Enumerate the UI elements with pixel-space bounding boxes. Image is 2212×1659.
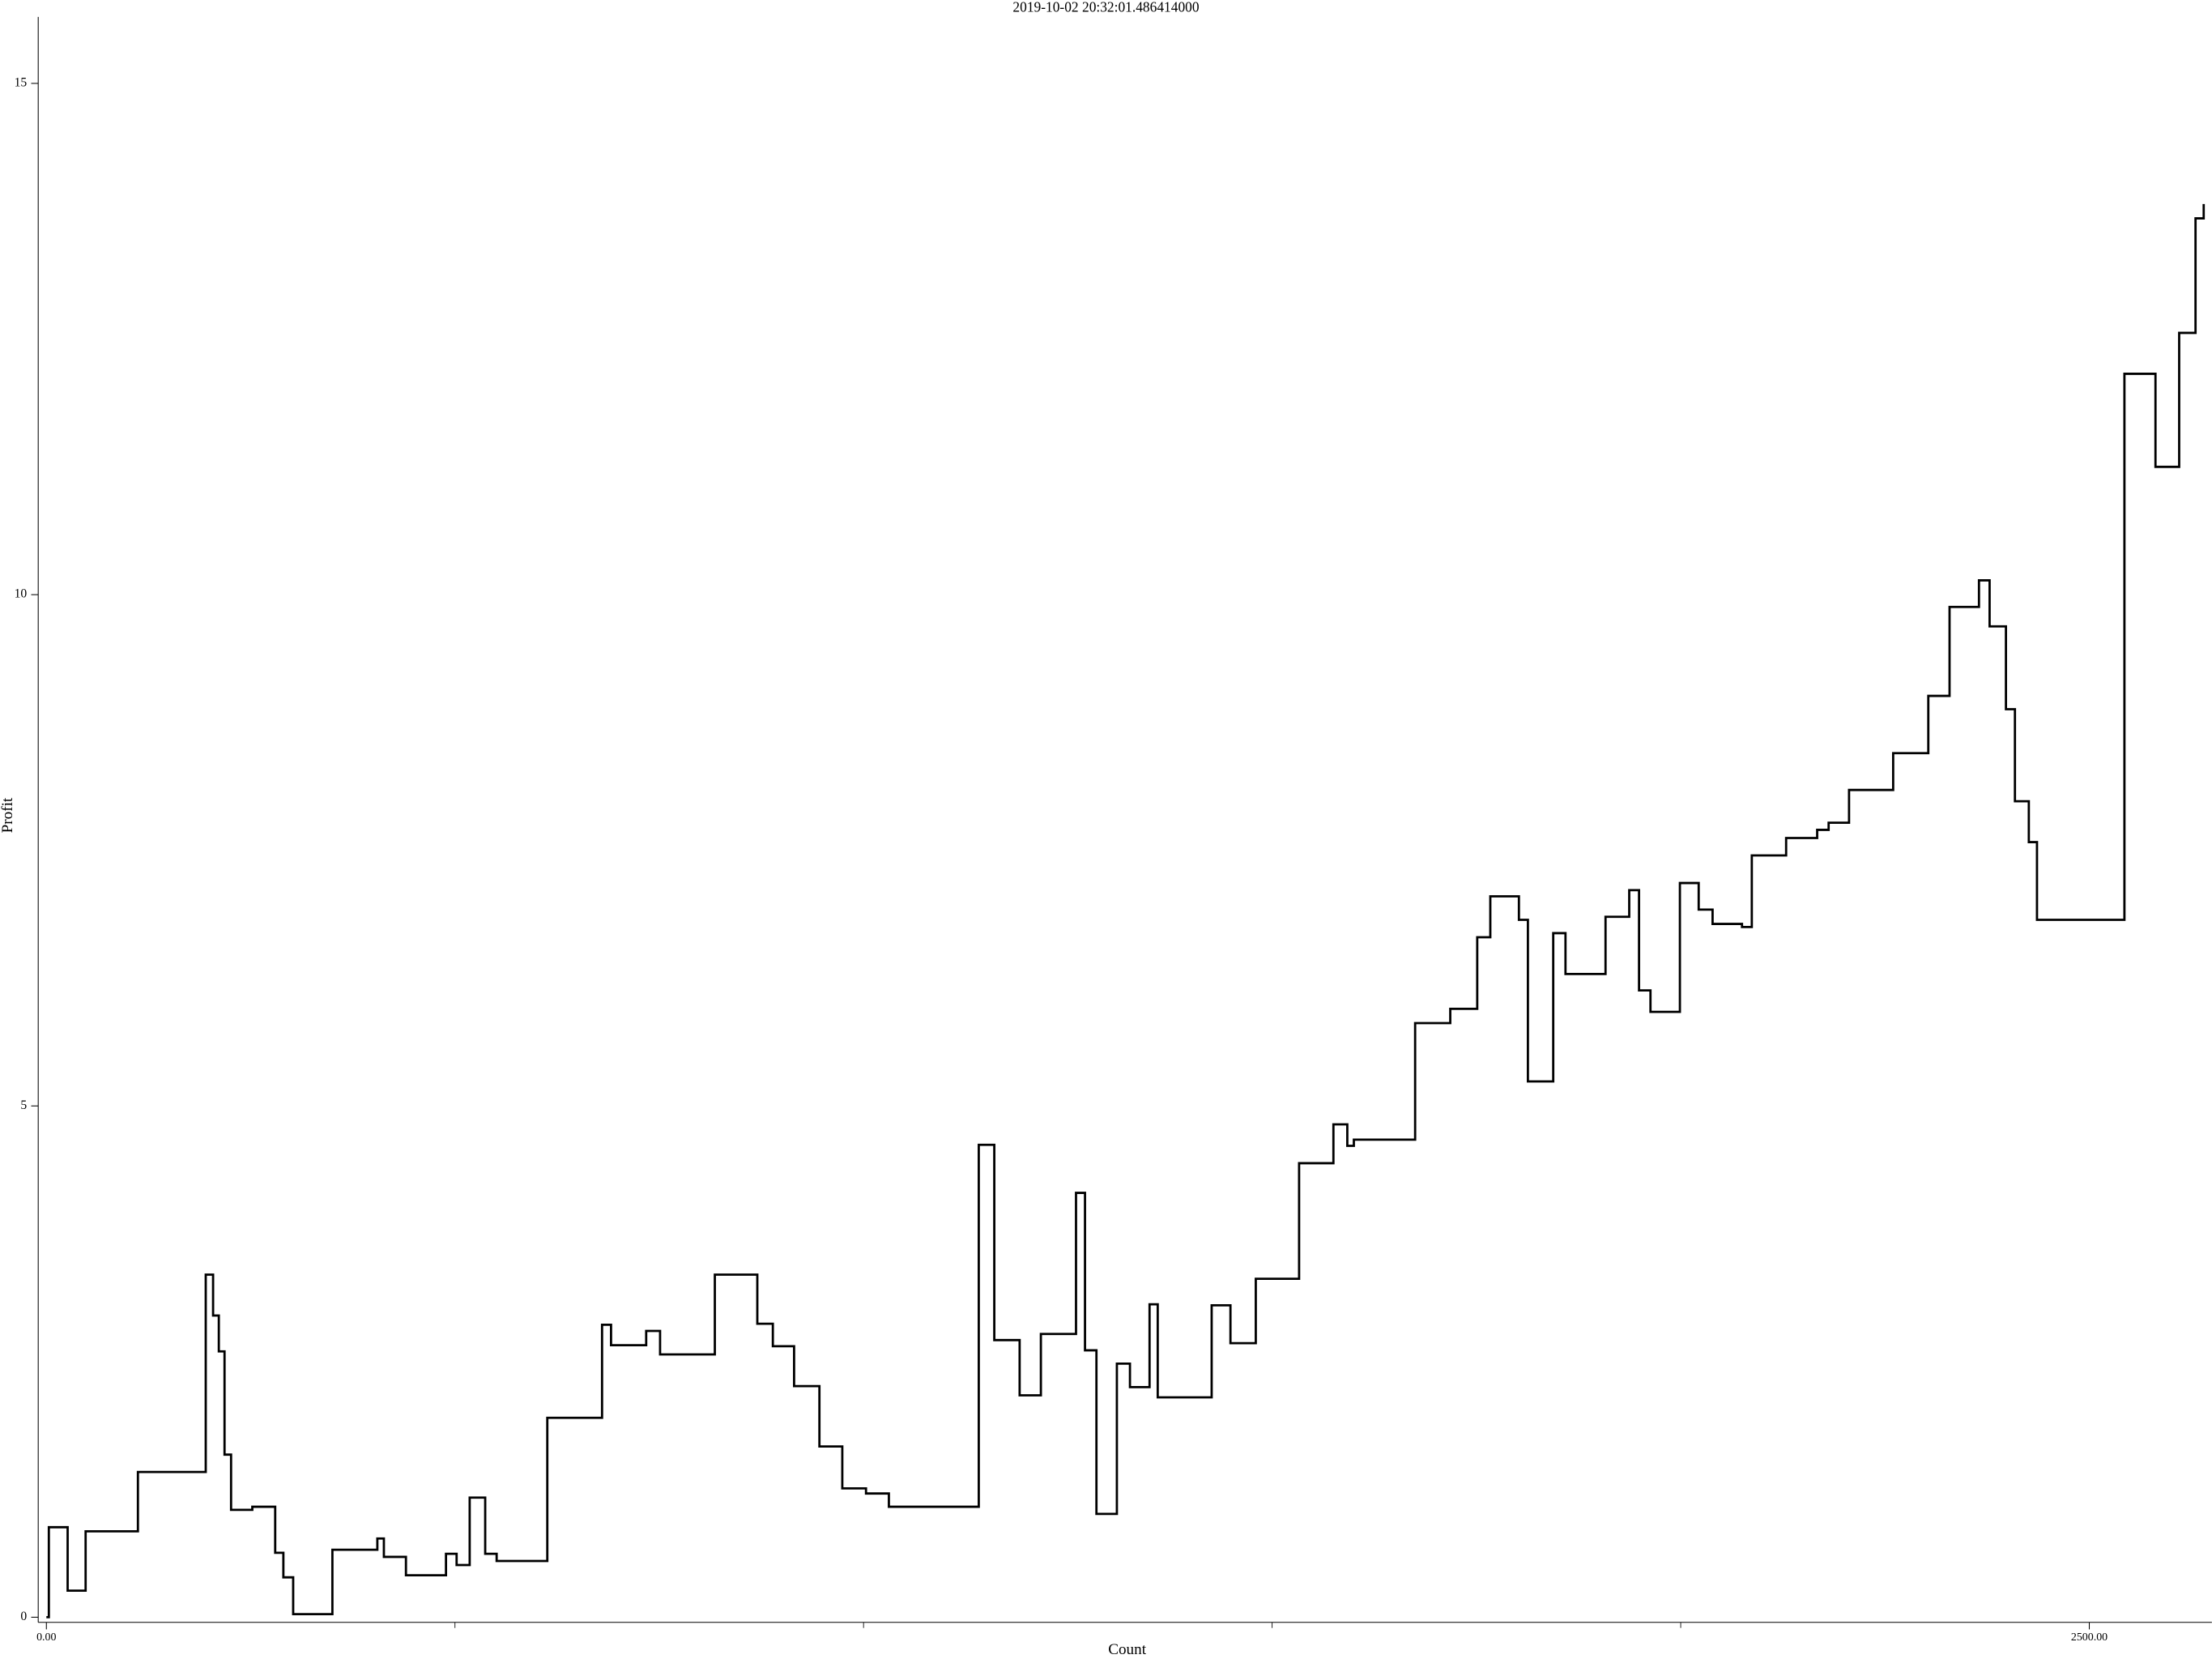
chart-title: 2019-10-02 20:32:01.486414000: [1012, 0, 1199, 15]
y-axis-label: Profit: [0, 797, 16, 833]
x-axis-label: Count: [1108, 1641, 1146, 1658]
x-tick-label: 2500.00: [2071, 1631, 2108, 1644]
y-tick-label: 10: [15, 587, 28, 601]
x-tick-label: 0.00: [36, 1631, 56, 1644]
y-tick-label: 5: [20, 1098, 27, 1112]
line-series: [46, 203, 2206, 1618]
y-tick-label: 0: [20, 1610, 27, 1623]
y-tick-label: 15: [15, 76, 28, 90]
